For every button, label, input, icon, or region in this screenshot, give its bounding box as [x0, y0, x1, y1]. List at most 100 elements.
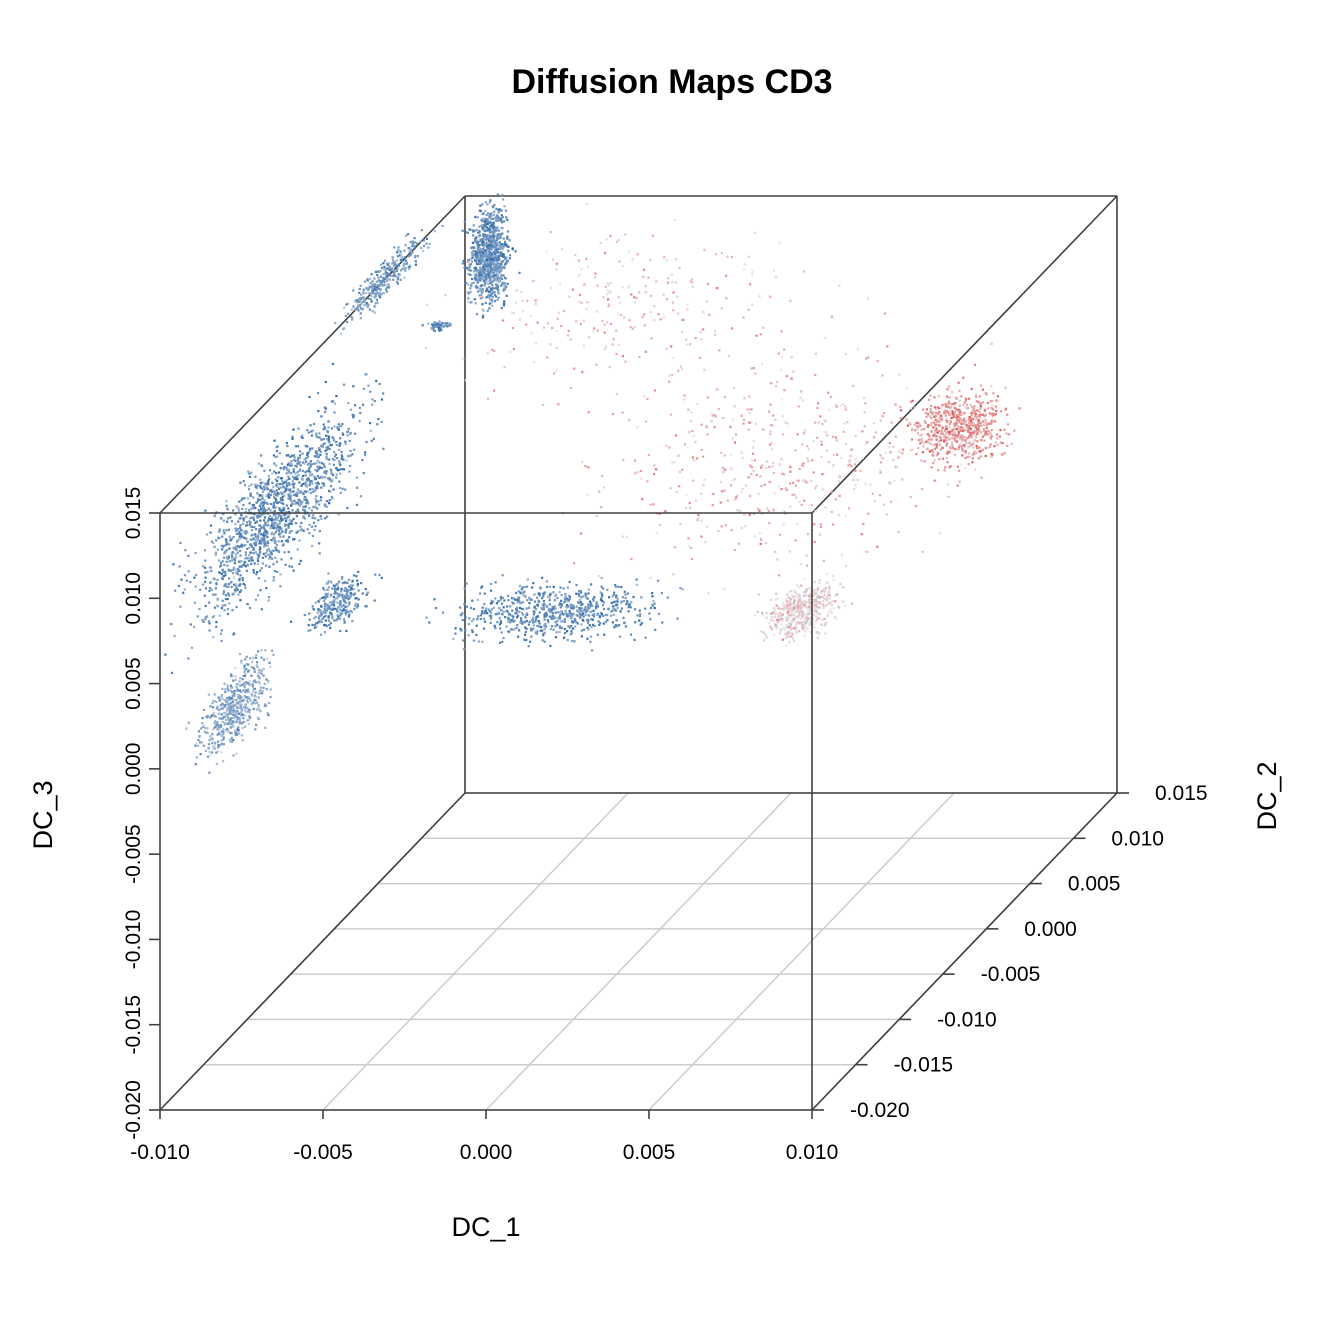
data-point	[267, 496, 271, 499]
data-point	[525, 585, 528, 588]
data-point	[269, 665, 272, 668]
data-point	[259, 692, 262, 695]
data-point	[239, 677, 242, 680]
data-point	[433, 321, 437, 324]
data-point	[301, 474, 305, 477]
data-point	[321, 482, 324, 485]
data-point	[521, 622, 524, 625]
data-point	[297, 498, 300, 501]
data-point	[943, 429, 946, 432]
data-point	[983, 415, 986, 418]
data-point	[998, 435, 1001, 438]
data-point	[236, 688, 239, 691]
data-point	[801, 603, 804, 606]
data-point	[493, 299, 496, 303]
data-point	[478, 225, 481, 228]
data-point	[209, 581, 212, 584]
data-point	[211, 738, 214, 741]
data-point	[783, 628, 786, 631]
data-point	[297, 500, 300, 503]
data-point	[236, 528, 239, 531]
data-point	[234, 571, 238, 574]
data-point	[359, 312, 362, 315]
data-point	[239, 532, 243, 535]
data-point	[300, 528, 303, 531]
data-point	[828, 597, 831, 600]
data-point	[596, 633, 599, 636]
data-point	[934, 414, 938, 418]
data-point	[422, 239, 425, 242]
data-point	[483, 245, 486, 248]
data-point	[360, 307, 363, 310]
data-point	[326, 603, 329, 606]
data-point	[304, 490, 307, 493]
data-point	[523, 595, 526, 598]
data-point	[824, 632, 827, 635]
data-point	[420, 246, 423, 249]
data-point	[970, 387, 973, 391]
data-point	[948, 422, 951, 426]
data-point	[926, 413, 930, 416]
data-point	[354, 597, 357, 600]
data-point	[508, 257, 511, 260]
data-point	[487, 243, 490, 247]
data-point	[199, 727, 202, 730]
data-point	[223, 544, 226, 547]
data-point	[485, 290, 488, 293]
data-point	[337, 469, 340, 472]
data-point	[320, 444, 323, 447]
data-point	[491, 225, 494, 228]
data-point	[786, 593, 789, 596]
data-point	[991, 414, 994, 417]
data-point	[266, 536, 269, 539]
data-point	[281, 518, 284, 521]
data-point	[804, 625, 807, 628]
data-point	[248, 716, 252, 720]
data-point	[461, 262, 464, 265]
data-point	[209, 716, 212, 719]
data-point	[545, 580, 548, 583]
data-point	[369, 429, 372, 432]
data-point	[223, 716, 226, 719]
data-point	[497, 210, 500, 213]
data-point	[468, 617, 471, 620]
data-point	[327, 477, 330, 480]
data-point	[263, 537, 266, 540]
data-point	[236, 570, 239, 573]
data-point	[253, 537, 256, 540]
data-point	[371, 290, 374, 293]
data-point	[522, 591, 525, 594]
data-point	[638, 619, 641, 622]
data-point	[362, 288, 365, 291]
data-point	[562, 620, 565, 623]
data-point	[789, 624, 792, 627]
data-point	[482, 273, 486, 276]
data-point	[316, 487, 319, 490]
data-point	[639, 623, 642, 626]
data-point	[946, 450, 949, 453]
data-point	[306, 463, 310, 466]
data-point	[376, 301, 379, 304]
data-point	[256, 492, 259, 495]
data-point	[499, 595, 502, 598]
data-point	[543, 640, 546, 643]
data-point	[367, 303, 370, 306]
data-point	[255, 528, 258, 531]
box-edge	[811, 792, 1118, 1111]
data-point	[225, 504, 228, 507]
data-point	[319, 466, 322, 469]
data-point	[324, 410, 327, 413]
data-point	[476, 280, 479, 283]
chart-title: Diffusion Maps CD3	[511, 63, 832, 101]
data-point	[590, 618, 593, 621]
data-point	[486, 260, 489, 263]
data-point	[493, 624, 496, 627]
data-point	[272, 525, 275, 528]
data-point	[771, 619, 774, 622]
data-point	[781, 618, 784, 621]
data-point	[223, 699, 226, 702]
data-point	[944, 402, 947, 406]
data-point	[507, 617, 510, 620]
data-point	[404, 244, 407, 247]
data-point	[238, 717, 241, 720]
